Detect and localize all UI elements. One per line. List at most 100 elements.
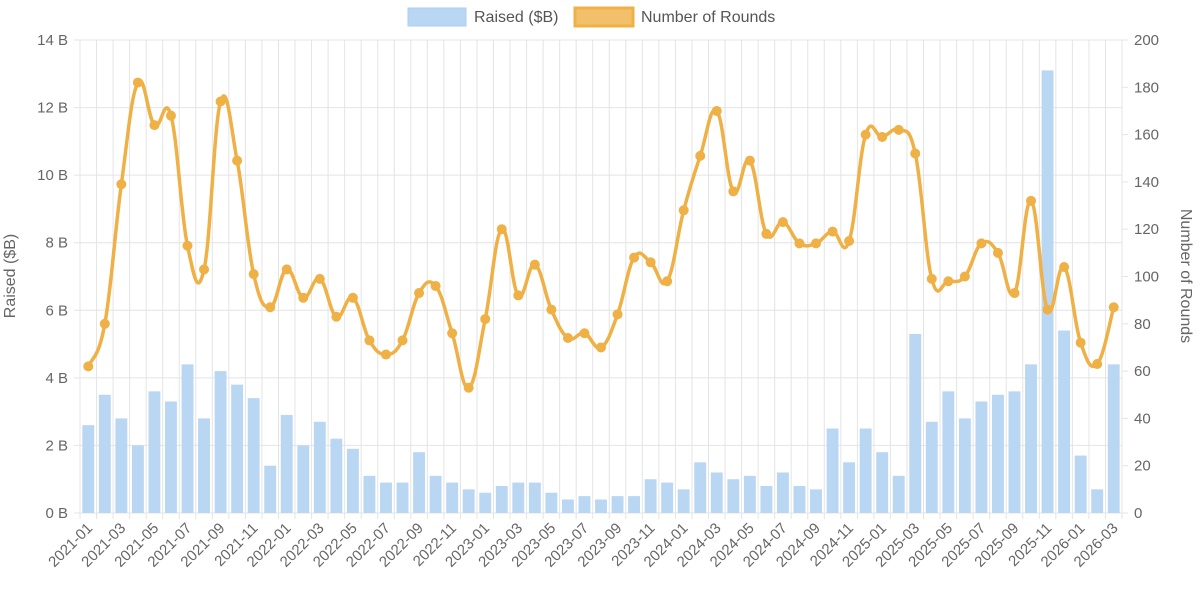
point-rounds-2024-07[interactable] bbox=[777, 217, 788, 228]
bar-raised-2022-06[interactable] bbox=[363, 475, 376, 513]
point-rounds-2025-02[interactable] bbox=[893, 124, 904, 135]
point-rounds-2022-06[interactable] bbox=[364, 335, 375, 346]
point-rounds-2023-02[interactable] bbox=[496, 224, 507, 235]
bar-raised-2025-08[interactable] bbox=[991, 394, 1004, 513]
bar-raised-2024-11[interactable] bbox=[843, 462, 856, 513]
point-rounds-2024-09[interactable] bbox=[811, 238, 822, 249]
point-rounds-2024-08[interactable] bbox=[794, 238, 805, 249]
point-rounds-2022-08[interactable] bbox=[397, 335, 408, 346]
point-rounds-2022-01[interactable] bbox=[281, 264, 292, 275]
bar-raised-2022-09[interactable] bbox=[413, 452, 426, 513]
point-rounds-2024-04[interactable] bbox=[728, 186, 739, 197]
point-rounds-2025-12[interactable] bbox=[1059, 262, 1070, 273]
bar-raised-2023-04[interactable] bbox=[528, 482, 541, 513]
point-rounds-2021-10[interactable] bbox=[232, 155, 243, 166]
bar-raised-2022-12[interactable] bbox=[462, 489, 475, 513]
point-rounds-2024-12[interactable] bbox=[860, 129, 871, 140]
point-rounds-2025-03[interactable] bbox=[910, 148, 921, 159]
point-rounds-2022-09[interactable] bbox=[414, 288, 425, 299]
bar-raised-2024-02[interactable] bbox=[694, 462, 707, 513]
bar-raised-2025-02[interactable] bbox=[892, 475, 905, 513]
bar-raised-2021-06[interactable] bbox=[165, 401, 177, 513]
point-rounds-2021-03[interactable] bbox=[116, 179, 127, 190]
bar-raised-2022-10[interactable] bbox=[429, 475, 442, 513]
bar-raised-2023-10[interactable] bbox=[628, 496, 641, 513]
point-rounds-2025-10[interactable] bbox=[1026, 195, 1037, 206]
point-rounds-2022-02[interactable] bbox=[298, 292, 309, 303]
bar-raised-2026-03[interactable] bbox=[1107, 364, 1120, 513]
bar-raised-2021-10[interactable] bbox=[231, 384, 244, 513]
point-rounds-2022-11[interactable] bbox=[447, 328, 458, 339]
point-rounds-2021-02[interactable] bbox=[99, 318, 110, 329]
point-rounds-2023-07[interactable] bbox=[579, 328, 590, 339]
bar-raised-2023-03[interactable] bbox=[512, 482, 525, 513]
point-rounds-2022-05[interactable] bbox=[347, 292, 358, 303]
point-rounds-2021-05[interactable] bbox=[149, 120, 160, 131]
point-rounds-2025-01[interactable] bbox=[877, 131, 888, 142]
point-rounds-2022-07[interactable] bbox=[380, 349, 391, 360]
point-rounds-2024-11[interactable] bbox=[844, 236, 855, 247]
point-rounds-2025-09[interactable] bbox=[1009, 288, 1020, 299]
bar-raised-2025-09[interactable] bbox=[1008, 391, 1021, 513]
point-rounds-2023-04[interactable] bbox=[529, 259, 540, 270]
bar-raised-2025-03[interactable] bbox=[909, 333, 922, 513]
point-rounds-2022-12[interactable] bbox=[463, 382, 474, 393]
bar-raised-2024-01[interactable] bbox=[677, 489, 690, 513]
bar-raised-2024-03[interactable] bbox=[710, 472, 723, 513]
point-rounds-2021-04[interactable] bbox=[132, 77, 143, 88]
legend-label-rounds[interactable]: Number of Rounds bbox=[641, 9, 775, 26]
point-rounds-2025-04[interactable] bbox=[926, 273, 937, 284]
bar-raised-2021-12[interactable] bbox=[264, 465, 277, 513]
bar-raised-2021-08[interactable] bbox=[198, 418, 211, 513]
point-rounds-2025-08[interactable] bbox=[992, 247, 1003, 258]
point-rounds-2022-03[interactable] bbox=[314, 273, 325, 284]
bar-raised-2021-03[interactable] bbox=[115, 418, 128, 513]
bar-raised-2025-12[interactable] bbox=[1058, 330, 1071, 513]
point-rounds-2023-05[interactable] bbox=[546, 304, 557, 315]
bar-raised-2023-09[interactable] bbox=[611, 496, 624, 513]
legend-label-raised[interactable]: Raised ($B) bbox=[474, 9, 558, 26]
bar-raised-2025-07[interactable] bbox=[975, 401, 988, 513]
bar-raised-2025-05[interactable] bbox=[942, 391, 955, 513]
bar-raised-2024-09[interactable] bbox=[810, 489, 822, 513]
bar-raised-2024-06[interactable] bbox=[760, 485, 773, 513]
point-rounds-2025-11[interactable] bbox=[1042, 304, 1053, 315]
point-rounds-2026-03[interactable] bbox=[1108, 302, 1119, 313]
point-rounds-2026-02[interactable] bbox=[1092, 359, 1103, 370]
legend[interactable]: Raised ($B) Number of Rounds bbox=[407, 6, 775, 28]
bar-raised-2021-07[interactable] bbox=[181, 364, 194, 513]
bar-raised-2024-08[interactable] bbox=[793, 485, 806, 513]
bar-raised-2023-07[interactable] bbox=[578, 496, 591, 513]
point-rounds-2021-08[interactable] bbox=[199, 264, 210, 275]
point-rounds-2025-05[interactable] bbox=[943, 276, 954, 287]
point-rounds-2022-10[interactable] bbox=[430, 280, 441, 291]
point-rounds-2024-05[interactable] bbox=[744, 155, 755, 166]
bar-raised-2021-02[interactable] bbox=[98, 394, 111, 513]
point-rounds-2024-10[interactable] bbox=[827, 226, 838, 237]
point-rounds-2024-02[interactable] bbox=[695, 150, 706, 161]
point-rounds-2023-08[interactable] bbox=[596, 342, 606, 353]
bar-raised-2023-08[interactable] bbox=[595, 499, 607, 513]
bar-raised-2025-01[interactable] bbox=[876, 452, 889, 513]
bar-raised-2022-08[interactable] bbox=[396, 482, 409, 513]
point-rounds-2024-03[interactable] bbox=[711, 105, 722, 116]
bar-raised-2023-05[interactable] bbox=[545, 492, 558, 513]
point-rounds-2023-06[interactable] bbox=[562, 332, 573, 343]
point-rounds-2024-01[interactable] bbox=[678, 205, 689, 216]
bar-raised-2021-04[interactable] bbox=[131, 445, 144, 513]
bar-raised-2026-02[interactable] bbox=[1091, 489, 1104, 513]
bar-raised-2024-10[interactable] bbox=[826, 428, 839, 513]
point-rounds-2023-10[interactable] bbox=[629, 252, 640, 263]
bar-raised-2024-12[interactable] bbox=[859, 428, 872, 513]
bar-raised-2025-11[interactable] bbox=[1041, 70, 1054, 514]
point-rounds-2023-11[interactable] bbox=[645, 257, 656, 268]
bar-raised-2025-04[interactable] bbox=[925, 421, 938, 513]
bar-raised-2022-11[interactable] bbox=[446, 482, 459, 513]
point-rounds-2026-01[interactable] bbox=[1075, 337, 1086, 348]
bar-raised-2025-10[interactable] bbox=[1025, 364, 1037, 513]
bar-raised-2024-04[interactable] bbox=[727, 479, 740, 513]
point-rounds-2023-09[interactable] bbox=[612, 309, 623, 320]
point-rounds-2021-09[interactable] bbox=[215, 96, 226, 107]
point-rounds-2025-07[interactable] bbox=[976, 238, 987, 249]
bar-raised-2024-05[interactable] bbox=[743, 475, 756, 513]
